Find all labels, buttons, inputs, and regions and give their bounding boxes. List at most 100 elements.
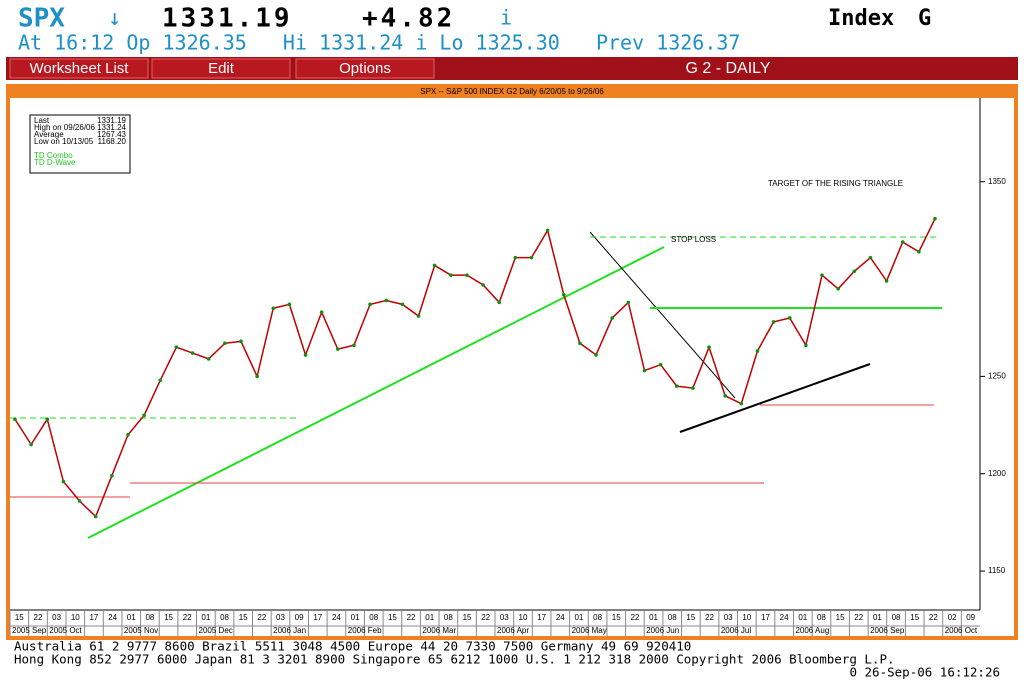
price-point xyxy=(448,273,453,277)
price-point xyxy=(529,255,534,260)
x-day-label: 15 xyxy=(836,613,845,622)
chart-title: SPX -- S&P 500 INDEX G2 Daily 6/20/05 to… xyxy=(420,87,604,96)
x-day-label: 03 xyxy=(52,613,61,622)
y-tick-label: 1250 xyxy=(988,371,1006,380)
menu-label[interactable]: Options xyxy=(339,60,391,77)
x-day-label: 09 xyxy=(966,613,975,622)
price-point xyxy=(787,316,792,320)
price-point xyxy=(239,339,243,344)
x-day-label: 22 xyxy=(705,613,714,622)
x-month-label: 2006 Apr xyxy=(497,626,529,635)
x-month-label: 2006 Oct xyxy=(945,626,978,635)
price-point xyxy=(610,316,614,320)
price-point xyxy=(900,240,905,244)
price-point xyxy=(29,442,33,447)
x-day-label: 22 xyxy=(34,613,43,622)
price-line xyxy=(14,218,936,518)
x-day-label: 08 xyxy=(817,613,826,622)
x-month-label: 2006 Jun xyxy=(646,626,679,635)
x-day-label: 01 xyxy=(351,613,360,622)
x-month-label: 2005 Oct xyxy=(49,626,82,635)
y-tick-label: 1200 xyxy=(988,469,1006,478)
x-day-label: 17 xyxy=(761,613,770,622)
price-point xyxy=(723,394,727,398)
price-point xyxy=(465,273,469,277)
x-day-label: 22 xyxy=(407,613,416,622)
price-point xyxy=(61,479,66,484)
x-day-label: 08 xyxy=(668,613,677,622)
price-point xyxy=(658,362,663,367)
x-day-label: 22 xyxy=(481,613,490,622)
legend-box xyxy=(29,114,131,174)
menu-label[interactable]: Edit xyxy=(208,60,235,77)
x-day-label: 24 xyxy=(108,613,117,622)
price-point xyxy=(287,302,292,307)
price-point xyxy=(126,432,130,437)
price-point xyxy=(336,347,340,351)
x-day-label: 10 xyxy=(519,613,528,622)
price-point xyxy=(158,378,163,383)
trendline xyxy=(679,363,871,433)
x-day-label: 01 xyxy=(127,613,136,622)
x-day-label: 01 xyxy=(574,613,583,622)
x-day-label: 09 xyxy=(295,613,304,622)
x-day-label: 15 xyxy=(612,613,621,622)
arrow: ↓ xyxy=(108,6,121,31)
price-point xyxy=(77,499,82,503)
x-day-label: 22 xyxy=(183,613,192,622)
x-day-label: 17 xyxy=(313,613,322,622)
trendline xyxy=(87,246,665,539)
x-day-label: 10 xyxy=(742,613,751,622)
x-day-label: 10 xyxy=(71,613,80,622)
chart-panel xyxy=(10,98,1014,636)
x-day-label: 01 xyxy=(798,613,807,622)
x-month-label: 2006 Jan xyxy=(273,626,306,635)
study-label: TD Combo xyxy=(34,151,73,160)
x-day-label: 01 xyxy=(649,613,658,622)
price-point xyxy=(400,302,405,307)
x-day-label: 17 xyxy=(89,613,98,622)
price-point xyxy=(45,417,50,422)
quote-line: At 16:12 Op 1326.35 Hi 1331.24 i Lo 1325… xyxy=(18,31,740,55)
y-tick-label: 1150 xyxy=(988,566,1006,575)
study-label: TD D-Wave xyxy=(34,158,76,167)
trendline xyxy=(589,231,736,399)
legend-label: Low on 10/13/05 xyxy=(34,137,94,146)
menu-button[interactable] xyxy=(295,58,435,79)
menu-button[interactable] xyxy=(9,58,149,79)
x-month-label: 2005 Dec xyxy=(199,626,233,635)
last-price: 1331.19 xyxy=(162,4,293,34)
price-point xyxy=(707,345,711,349)
x-month-label: 2006 May xyxy=(572,626,607,635)
x-month-label: 2006 Feb xyxy=(348,626,382,635)
price-point xyxy=(368,302,372,307)
price-point xyxy=(755,349,760,353)
footer-line: 0 26-Sep-06 16:12:26 xyxy=(849,665,1000,680)
x-day-label: 22 xyxy=(854,613,863,622)
x-day-label: 22 xyxy=(257,613,266,622)
menu-button[interactable] xyxy=(151,58,291,79)
price-point xyxy=(691,386,695,390)
price-point xyxy=(352,343,356,348)
x-day-label: 01 xyxy=(201,613,210,622)
annotation: TARGET OF THE RISING TRIANGLE xyxy=(768,179,903,188)
price-point xyxy=(13,417,17,422)
price-point xyxy=(642,368,647,373)
price-point xyxy=(917,249,921,254)
price-point xyxy=(771,320,776,324)
x-day-label: 08 xyxy=(892,613,901,622)
x-day-label: 15 xyxy=(463,613,472,622)
price-point xyxy=(481,283,485,287)
price-point xyxy=(674,384,679,388)
price-point xyxy=(868,255,873,260)
legend-label: Last xyxy=(34,116,50,125)
price-point xyxy=(626,300,631,305)
x-day-label: 15 xyxy=(686,613,695,622)
price-point xyxy=(223,341,227,346)
menu-label[interactable]: Worksheet List xyxy=(30,60,130,77)
price-point xyxy=(432,263,437,268)
x-day-label: 15 xyxy=(164,613,173,622)
price-point xyxy=(174,345,179,349)
price-point xyxy=(513,255,518,260)
footer-line: Australia 61 2 9777 8600 Brazil 5511 304… xyxy=(14,639,691,654)
